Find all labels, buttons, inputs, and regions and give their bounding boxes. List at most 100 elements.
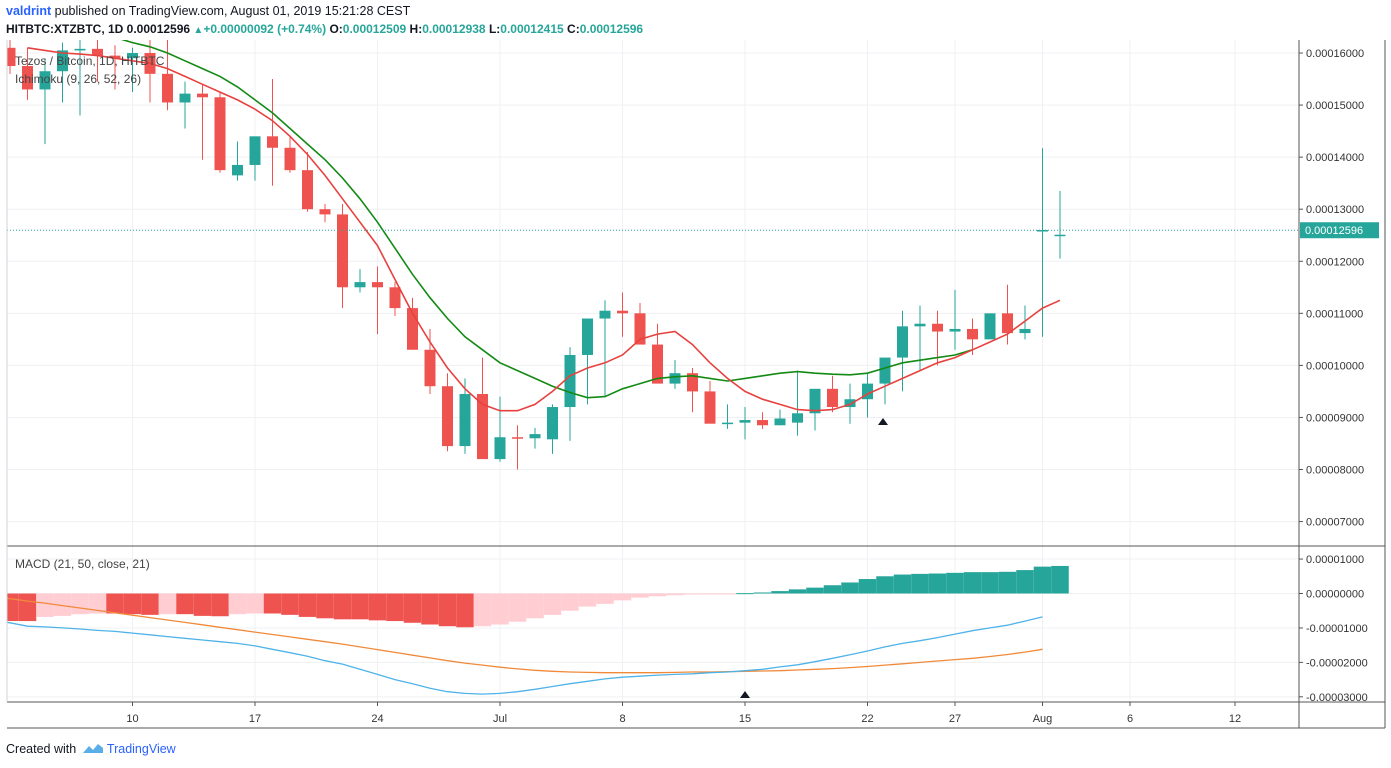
- candle-body: [22, 66, 33, 90]
- macd-histogram-bar: [823, 585, 842, 594]
- candle-body: [7, 47, 16, 67]
- macd-histogram-bar: [0, 594, 1, 618]
- y-tick-label: 0.00007000: [1306, 517, 1364, 529]
- triangle-up-icon: [740, 691, 750, 698]
- x-tick-label: 27: [949, 713, 961, 725]
- macd-histogram-bar: [1051, 565, 1069, 594]
- macd-histogram-bar: [998, 571, 1017, 594]
- tradingview-brand-link[interactable]: TradingView: [106, 742, 176, 756]
- candle-body: [704, 391, 716, 424]
- high-value: 0.00012938: [422, 22, 486, 36]
- macd-histogram-bar: [893, 574, 912, 594]
- footer: Created with TradingView: [6, 742, 176, 756]
- macd-histogram-bar: [298, 593, 317, 617]
- candle-body: [127, 53, 138, 59]
- candle-body: [214, 97, 226, 171]
- candle-body: [197, 93, 208, 98]
- macd-legend[interactable]: MACD (21, 50, close, 21): [15, 557, 150, 571]
- macd-histogram-bar: [316, 593, 334, 619]
- y-tick-label: -0.00002000: [1306, 657, 1368, 669]
- time-axis: 10 17 24 Jul 8 15 22 27 Aug 6 12: [126, 702, 1241, 725]
- macd-histogram-bar: [753, 592, 772, 594]
- triangle-up-icon: [878, 418, 888, 425]
- candle-body: [477, 394, 488, 460]
- x-tick-label: Aug: [1033, 713, 1053, 725]
- price-axis: 0.00016000 0.00015000 0.00014000 0.00013000…: [1299, 48, 1364, 529]
- macd-histogram-bar: [1016, 570, 1034, 594]
- macd-histogram-bar: [158, 593, 177, 615]
- macd-histogram-bar: [106, 593, 124, 614]
- macd-histogram-bar: [333, 593, 352, 620]
- macd-histogram-bar: [7, 593, 19, 622]
- tradingview-logo-icon: [82, 744, 103, 753]
- low-label: L:: [488, 22, 501, 36]
- macd-histogram-bar: [736, 593, 754, 595]
- ichimoku-legend[interactable]: Ichimoku (9, 26, 52, 26): [15, 72, 142, 86]
- y-tick-label: 0.00016000: [1306, 48, 1364, 60]
- macd-histogram-bar: [438, 593, 457, 627]
- last-price-tag: [1300, 222, 1379, 239]
- macd-histogram-bar: [368, 593, 387, 621]
- triangle-up-icon: ▲: [193, 25, 204, 36]
- series-legend[interactable]: Tezos / Bitcoin, 1D, HITBTC: [15, 54, 165, 68]
- price-change-value: +0.00000092 (+0.74%): [203, 22, 327, 36]
- macd-histogram-bar: [36, 593, 54, 617]
- macd-histogram-bar: [1033, 566, 1052, 594]
- close-label: C:: [567, 22, 580, 36]
- candle-body: [372, 282, 383, 288]
- y-tick-label: 0.00011000: [1306, 308, 1363, 320]
- candle-body: [179, 93, 191, 103]
- candle-body: [1019, 328, 1031, 334]
- macd-histogram-bar: [543, 593, 562, 615]
- macd-histogram-bar: [351, 593, 369, 620]
- x-tick-label: 10: [126, 713, 138, 725]
- candle-body: [669, 373, 681, 384]
- candle-body: [984, 313, 996, 340]
- y-tick-label: -0.00003000: [1306, 692, 1368, 704]
- candle-body: [879, 357, 891, 384]
- created-with-label: Created with: [6, 742, 77, 756]
- macd-histogram-bar: [963, 572, 982, 594]
- open-label: O:: [329, 22, 343, 36]
- candle-body: [407, 308, 418, 350]
- macd-histogram-bar: [228, 593, 247, 615]
- macd-histogram-bar: [981, 572, 999, 594]
- y-tick-label: 0.00013000: [1306, 204, 1364, 216]
- candle-body: [862, 383, 873, 400]
- open-value: 0.00012509: [342, 22, 407, 36]
- candle-body: [687, 373, 698, 392]
- macd-histogram-bar: [141, 593, 159, 615]
- candle-body: [389, 287, 401, 309]
- candle-body: [827, 388, 838, 408]
- macd-histogram-bar: [421, 593, 439, 625]
- macd-histogram-bar: [386, 593, 404, 622]
- macd-histogram-bar: [876, 576, 894, 594]
- macd-series: [0, 565, 1069, 695]
- candle-body: [162, 73, 173, 103]
- macd-histogram-bar: [176, 593, 194, 615]
- publication-header: valdrint published on TradingView.com, A…: [6, 4, 410, 18]
- candle-body: [599, 310, 611, 319]
- macd-line: [7, 616, 1043, 695]
- macd-histogram-bar: [53, 593, 72, 616]
- y-tick-label: 0.00010000: [1306, 360, 1364, 372]
- candle-body: [617, 310, 628, 314]
- macd-signal-line: [7, 597, 1043, 674]
- candle-body: [424, 349, 436, 387]
- author-name[interactable]: valdrint: [6, 4, 52, 18]
- y-tick-label: 0.00015000: [1306, 100, 1364, 112]
- candle-body: [284, 147, 296, 171]
- candle-body: [232, 164, 243, 176]
- candle-body: [634, 313, 646, 345]
- macd-histogram-bar: [928, 573, 947, 594]
- candle-body: [267, 136, 278, 148]
- candle-body: [57, 50, 68, 72]
- candle-body: [949, 328, 961, 332]
- macd-histogram-bar: [841, 582, 859, 594]
- candle-body: [74, 48, 86, 51]
- macd-histogram-bar: [771, 591, 789, 594]
- macd-histogram-bar: [491, 593, 509, 625]
- macd-histogram-bar: [508, 593, 527, 622]
- close-value: 0.00012596: [579, 22, 644, 36]
